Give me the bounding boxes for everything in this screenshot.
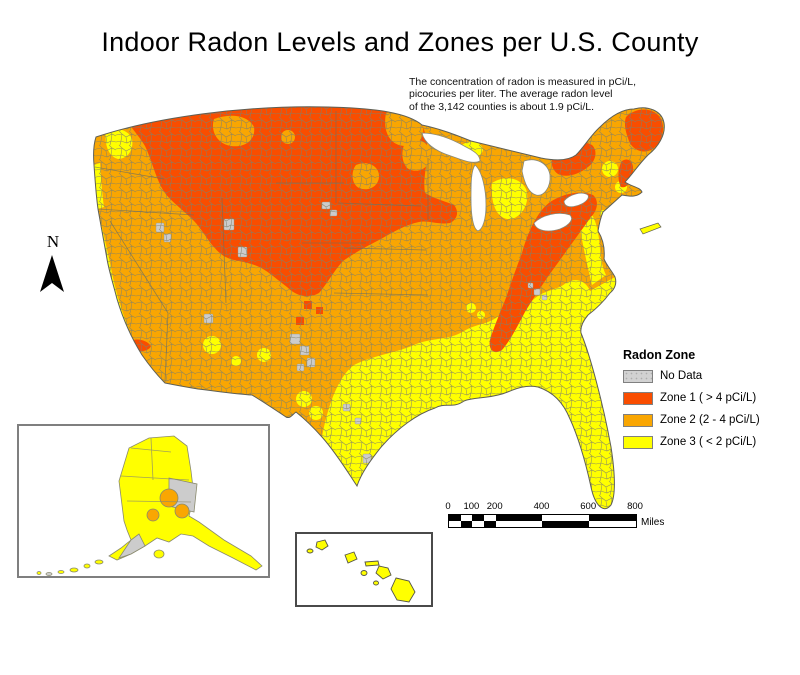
scale-tick-100: 100 bbox=[463, 501, 480, 512]
legend: Radon Zone No Data Zone 1 ( > 4 pCi/L) Z… bbox=[623, 348, 793, 457]
hawaii-map-svg bbox=[306, 539, 416, 603]
legend-title: Radon Zone bbox=[623, 348, 696, 362]
long-island bbox=[639, 222, 662, 235]
legend-swatch-zone3 bbox=[623, 435, 653, 449]
legend-item-zone1: Zone 1 ( > 4 pCi/L) bbox=[623, 391, 793, 405]
legend-swatch-no-data bbox=[623, 369, 653, 383]
annotation-text: The concentration of radon is measured i… bbox=[409, 76, 636, 113]
legend-label-zone3: Zone 3 ( < 2 pCi/L) bbox=[660, 436, 757, 448]
scale-bar-row-top bbox=[449, 515, 636, 521]
great-lakes bbox=[421, 132, 589, 232]
scale-bar-ticks: 0 100 200 400 600 800 bbox=[445, 501, 643, 512]
legend-swatch-zone1 bbox=[623, 391, 653, 405]
page-title: Indoor Radon Levels and Zones per U.S. C… bbox=[101, 27, 699, 57]
annotation-line-2: picocuries per liter. The average radon … bbox=[409, 88, 613, 101]
north-arrow: N bbox=[37, 232, 69, 293]
legend-label-zone1: Zone 1 ( > 4 pCi/L) bbox=[660, 392, 757, 404]
legend-label-zone2: Zone 2 (2 - 4 pCi/L) bbox=[660, 414, 760, 426]
scale-tick-600: 600 bbox=[580, 501, 597, 512]
scale-bar-row-bottom bbox=[449, 521, 636, 527]
annotation-line-1: The concentration of radon is measured i… bbox=[409, 76, 637, 88]
legend-label-no-data: No Data bbox=[660, 370, 703, 382]
scale-bar-unit: Miles bbox=[641, 517, 665, 528]
scale-tick-800: 800 bbox=[627, 501, 643, 512]
state-borders bbox=[94, 111, 429, 383]
scale-tick-200: 200 bbox=[486, 501, 503, 512]
alaska-map-svg bbox=[36, 435, 263, 576]
legend-item-no-data: No Data bbox=[623, 369, 793, 383]
north-arrow-icon bbox=[40, 255, 64, 292]
hawaii-inset bbox=[295, 532, 433, 607]
scale-bar: 0 100 200 400 600 800 Miles bbox=[445, 501, 688, 533]
legend-item-zone2: Zone 2 (2 - 4 pCi/L) bbox=[623, 413, 793, 427]
scale-bar-segments bbox=[448, 514, 637, 528]
legend-item-zone3: Zone 3 ( < 2 pCi/L) bbox=[623, 435, 793, 449]
scale-tick-0: 0 bbox=[445, 501, 451, 512]
annotation-line-3: of the 3,142 counties is about 1.9 pCi/L… bbox=[409, 100, 595, 113]
scale-tick-400: 400 bbox=[533, 501, 550, 512]
alaska-inset bbox=[17, 424, 270, 578]
north-label: N bbox=[46, 232, 60, 251]
legend-swatch-zone2 bbox=[623, 413, 653, 427]
